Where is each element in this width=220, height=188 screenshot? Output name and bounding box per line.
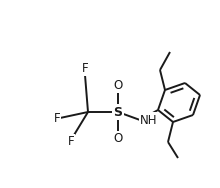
Text: O: O (113, 79, 123, 92)
Text: F: F (53, 111, 60, 124)
Text: NH: NH (140, 114, 158, 127)
Text: O: O (113, 132, 123, 145)
Text: F: F (67, 135, 74, 148)
Text: F: F (82, 62, 88, 75)
Text: S: S (114, 105, 123, 118)
